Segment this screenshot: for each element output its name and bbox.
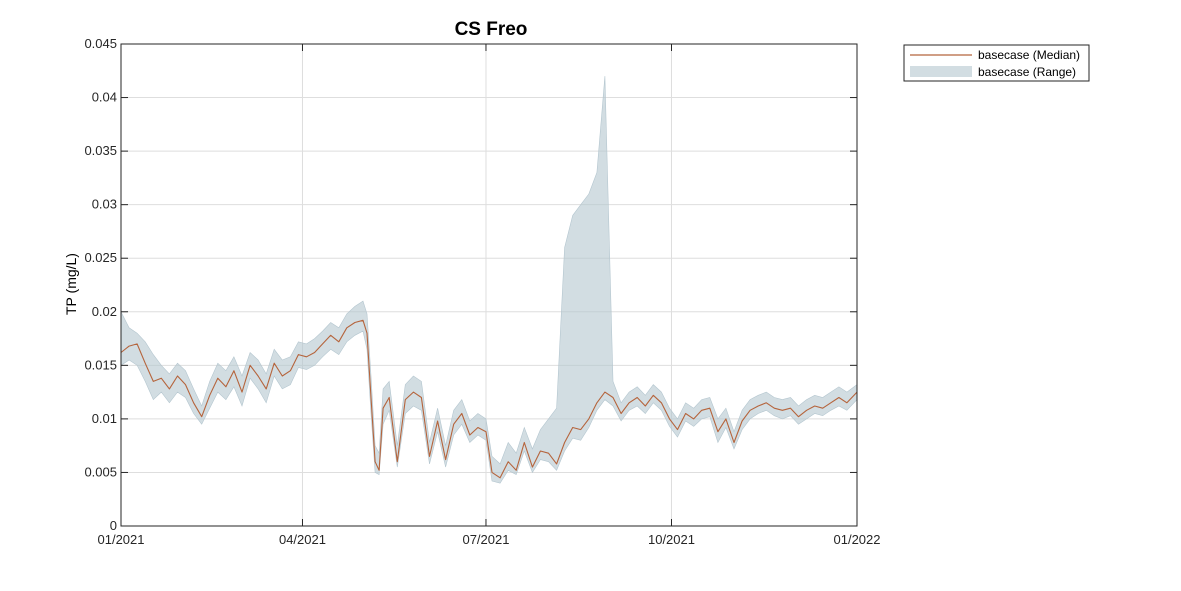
median-line xyxy=(120,319,858,479)
y-tick-label: 0.025 xyxy=(84,250,117,265)
x-tick-label: 07/2021 xyxy=(462,532,509,547)
x-tick-label: 04/2021 xyxy=(279,532,326,547)
y-tick-label: 0 xyxy=(110,518,117,533)
y-axis-ticks: 0 0.005 0.01 0.015 0.02 0.025 0.03 0.035 0.04 0.0… xyxy=(84,36,857,533)
y-tick-label: 0.035 xyxy=(84,143,117,158)
y-tick-label: 0.04 xyxy=(92,90,117,105)
y-tick-label: 0.005 xyxy=(84,464,117,479)
median-line-layer xyxy=(120,319,858,479)
y-tick-label: 0.015 xyxy=(84,357,117,372)
y-tick-label: 0.02 xyxy=(92,304,117,319)
legend: basecase (Median) basecase (Range) xyxy=(903,44,1090,82)
plot-frame xyxy=(120,43,858,527)
chart-title: CS Freo xyxy=(455,19,528,40)
x-tick-label: 01/2021 xyxy=(98,532,145,547)
legend-range-swatch xyxy=(910,66,972,77)
x-tick-label: 10/2021 xyxy=(648,532,695,547)
y-tick-label: 0.03 xyxy=(92,197,117,212)
x-axis-ticks: 01/2021 04/2021 07/2021 10/2021 01/2022 xyxy=(98,44,881,547)
y-tick-label: 0.01 xyxy=(92,411,117,426)
y-axis-label: TP (mg/L) xyxy=(63,253,79,315)
y-tick-label: 0.045 xyxy=(84,36,117,51)
legend-median-label: basecase (Median) xyxy=(978,48,1080,62)
x-tick-label: 01/2022 xyxy=(834,532,881,547)
legend-range-label: basecase (Range) xyxy=(978,65,1076,79)
